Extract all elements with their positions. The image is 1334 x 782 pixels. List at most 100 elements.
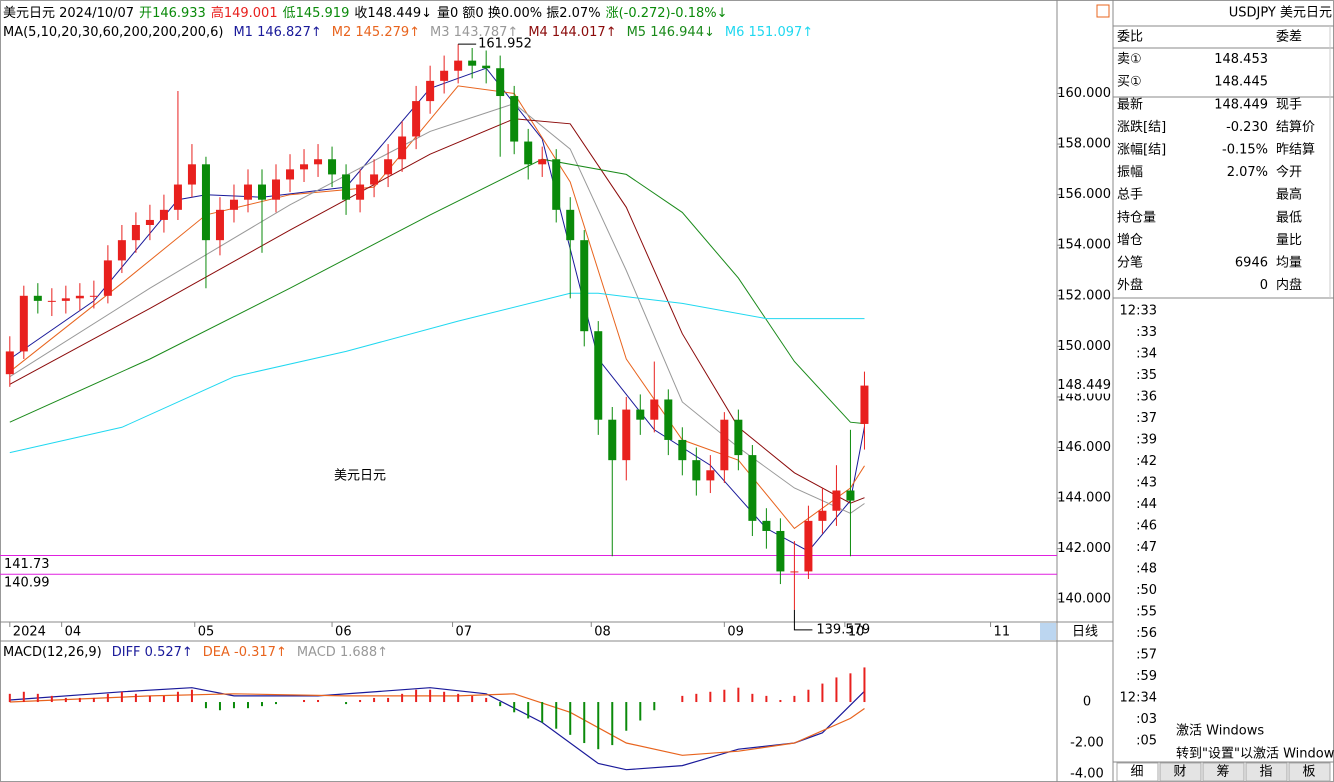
ma-legend-item: M5 146.944↓ xyxy=(627,25,715,40)
macd-title: MACD(12,26,9) xyxy=(3,645,102,660)
candle-body xyxy=(804,520,813,572)
candle-body xyxy=(496,68,505,97)
tick-time: :46 xyxy=(1136,519,1157,534)
header-part: 美元日元 2024/10/07 xyxy=(3,6,134,21)
candle-body xyxy=(482,65,491,69)
tab-label[interactable]: 指 xyxy=(1259,765,1272,780)
candle-body xyxy=(145,219,154,225)
quote-right-label: 最高 xyxy=(1276,187,1302,203)
quote-right-label: 现手 xyxy=(1276,97,1302,112)
watermark: 转到"设置"以激活 Windows xyxy=(1176,747,1334,762)
candle-body xyxy=(215,209,224,241)
candle-body xyxy=(19,295,28,352)
macd-legend: MACD(12,26,9) DIFF 0.527↑ DEA -0.317↑ MACD … xyxy=(3,645,388,660)
ma-legend-item: M6 151.097↑ xyxy=(725,25,813,40)
candle-body xyxy=(678,439,687,461)
ma-legend: MA(5,10,20,30,60,200,200,200,6) M1 146.82… xyxy=(3,25,813,40)
candle-body xyxy=(201,164,210,241)
candle-body xyxy=(860,385,869,424)
header-part: 量0 额0 换0.00% 振2.07% xyxy=(437,6,601,21)
tick-time: :33 xyxy=(1136,325,1157,340)
y-tick-label: 144.000 xyxy=(1057,491,1111,506)
tab[interactable] xyxy=(1288,762,1331,782)
quote-value: 148.453 xyxy=(1214,52,1268,67)
scroll-thumb[interactable] xyxy=(1040,623,1056,640)
tick-time: :43 xyxy=(1136,476,1157,491)
quote-label: 最新 xyxy=(1117,96,1143,112)
watermark: 激活 Windows xyxy=(1176,724,1264,739)
candle-body xyxy=(566,209,575,241)
candle-body xyxy=(229,199,238,210)
candle-body xyxy=(720,419,729,471)
quote-label: 买① xyxy=(1117,75,1142,90)
candle-body xyxy=(846,490,855,501)
candle-body xyxy=(61,298,70,301)
ma-title: MA(5,10,20,30,60,200,200,200,6) xyxy=(3,25,223,40)
y-tick-label: 154.000 xyxy=(1057,238,1111,253)
candle-body xyxy=(159,209,168,220)
candle-body xyxy=(187,164,196,185)
tick-time: :03 xyxy=(1136,712,1157,727)
x-tick-label: 08 xyxy=(594,625,611,640)
header-part: 涨(-0.272)-0.18%↓ xyxy=(606,6,728,21)
x-tick-label: 2024 xyxy=(13,625,46,640)
ma-legend-item: M1 146.827↑ xyxy=(233,25,321,40)
x-tick-label: 10 xyxy=(848,625,865,640)
tick-time: :37 xyxy=(1136,411,1157,426)
quote-label: 委比 xyxy=(1117,30,1143,45)
candle-body xyxy=(412,101,421,137)
candle-body xyxy=(426,80,435,102)
tab[interactable] xyxy=(1116,762,1159,782)
candle-body xyxy=(131,224,140,241)
y-tick-label: 156.000 xyxy=(1057,187,1111,202)
quote-right-label: 最低 xyxy=(1276,210,1302,225)
ma-line xyxy=(9,292,865,454)
tick-time: :56 xyxy=(1136,626,1157,641)
tab[interactable] xyxy=(1202,762,1245,782)
tab-label[interactable]: 细 xyxy=(1130,765,1143,780)
tab-label[interactable]: 板 xyxy=(1302,765,1315,780)
macd-legend-item: MACD 1.688↑ xyxy=(297,645,388,660)
x-tick-label: 07 xyxy=(456,625,473,640)
quote-value: 148.445 xyxy=(1214,75,1268,90)
macd-legend-item: DIFF 0.527↑ xyxy=(112,645,193,660)
tab-label[interactable]: 筹 xyxy=(1216,764,1229,780)
annotation: 161.952 xyxy=(478,37,532,52)
y-tick-label: 140.000 xyxy=(1057,592,1111,607)
candle-body xyxy=(790,571,799,573)
candle-body xyxy=(580,240,589,332)
quote-label: 分笔 xyxy=(1117,255,1143,271)
quote-right-label: 内盘 xyxy=(1276,277,1302,293)
y-tick-label: 152.000 xyxy=(1057,288,1111,303)
tick-time: :05 xyxy=(1136,734,1157,749)
candle-body xyxy=(370,174,379,185)
candle-body xyxy=(608,419,617,461)
header-part: 高149.001 xyxy=(211,5,278,21)
candle-body xyxy=(103,260,112,296)
x-tick-label: 04 xyxy=(65,625,82,640)
candle-body xyxy=(818,510,827,521)
ma-line xyxy=(9,103,865,514)
quote-label: 外盘 xyxy=(1117,277,1143,293)
tab[interactable] xyxy=(1245,762,1288,782)
tab-label[interactable]: 财 xyxy=(1173,765,1186,780)
annotation-line xyxy=(793,609,813,631)
quote-right-label: 均量 xyxy=(1276,256,1302,271)
tick-time: :59 xyxy=(1136,669,1157,684)
candle-body xyxy=(776,530,785,572)
candle-body xyxy=(117,240,126,261)
ma-line xyxy=(9,118,865,504)
candle-body xyxy=(89,295,98,297)
tab[interactable] xyxy=(1159,762,1202,782)
period-label[interactable]: 日线 xyxy=(1072,625,1098,640)
candle-body xyxy=(706,470,715,481)
candle-body xyxy=(257,184,266,200)
ma-legend-item: M3 143.787↑ xyxy=(430,25,518,40)
candle-body xyxy=(510,96,519,142)
header-part: 低145.919 xyxy=(283,6,350,21)
candle-body xyxy=(272,179,281,200)
last-price-box xyxy=(1058,377,1112,394)
corner-icon[interactable] xyxy=(1096,4,1110,18)
